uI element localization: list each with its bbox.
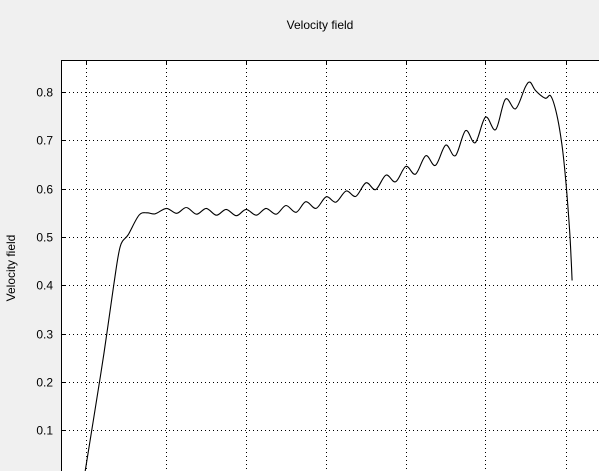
velocity-series-line <box>84 81 573 471</box>
y-tick-label: 0.8 <box>36 86 53 100</box>
axes-background <box>61 60 599 471</box>
y-tick-label: 0.1 <box>36 424 53 438</box>
y-axis-label: Velocity field <box>4 235 18 302</box>
y-tick-label: 0.6 <box>36 183 53 197</box>
y-tick-label: 0.7 <box>36 134 53 148</box>
y-tick-label: 0.5 <box>36 231 53 245</box>
y-tick-label: 0.4 <box>36 279 53 293</box>
chart-title: Velocity field <box>287 18 354 32</box>
y-tick-label: 0.3 <box>36 328 53 342</box>
grid-lines <box>61 60 599 471</box>
y-ticks: 0.1 0.2 0.3 0.4 0.5 0.6 0.7 0.8 <box>36 60 567 438</box>
y-tick-label: 0.2 <box>36 376 53 390</box>
